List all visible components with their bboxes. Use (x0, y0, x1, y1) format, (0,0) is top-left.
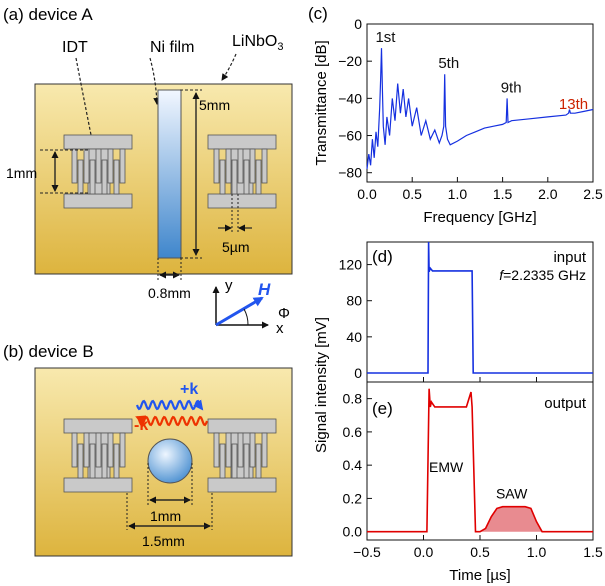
chart-c-ytick-label: −60 (338, 128, 362, 144)
dim-1mm-b-text: 1mm (150, 508, 181, 524)
chart-e-ytick-label: 0.0 (343, 524, 363, 540)
chart-c: (c) Transmittance [dB] Frequency [GHz] 0… (308, 4, 603, 226)
chart-e-ytick-label: 0.8 (343, 391, 363, 407)
chart-e-series (367, 388, 593, 533)
chart-e-xlabel: Time [µs] (449, 567, 510, 584)
chart-e-annotation: EMW (429, 459, 464, 475)
chart-e-xtick-label: −0.5 (353, 544, 381, 560)
chart-c-xtick-label: 2.5 (583, 186, 603, 202)
chart-e-output-label: output (544, 395, 587, 412)
chart-c-ytick-label: −40 (338, 90, 362, 106)
dim-5um-text: 5µm (222, 239, 250, 255)
chart-c-annotation: 5th (438, 55, 459, 72)
panel-d-label: (d) (372, 247, 393, 266)
dim-1mm-a-text: 1mm (6, 165, 37, 181)
chart-e-xtick-label: 1.5 (583, 544, 603, 560)
chart-e-ytick-label: 0.6 (343, 424, 363, 440)
label-plus-k: +k (180, 381, 198, 398)
panel-a-title: (a) device A (3, 5, 93, 24)
dim-15mm: 1.5mm (126, 493, 213, 549)
chart-d: (d) input f=2.2335 GHz 0 40 80 120 (339, 241, 594, 383)
axis-y-label: y (225, 277, 233, 294)
panel-e-label: (e) (372, 399, 393, 418)
label-linbo3: LiNbO3 (232, 33, 283, 53)
ni-disk (147, 438, 193, 484)
chart-c-ytick-label: −20 (338, 53, 362, 69)
label-minus-k: -k (134, 417, 148, 434)
chart-e-xtick-label: 1.0 (527, 544, 547, 560)
phi-label: Φ (278, 305, 290, 322)
idt-left (63, 134, 133, 209)
chart-d-input-label: input (553, 249, 586, 266)
dim-08mm-text: 0.8mm (148, 285, 191, 301)
chart-c-xtick-label: 0.5 (402, 186, 422, 202)
chart-c-annotation: 9th (501, 79, 522, 96)
chart-d-ytick-label: 120 (339, 257, 363, 273)
label-ni-film: Ni film (150, 39, 194, 56)
chart-d-ytick-label: 0 (354, 365, 362, 381)
chart-d-freq-note: f=2.2335 GHz (499, 267, 586, 283)
axes-inset: y x H Φ (212, 277, 290, 337)
saw-fill-region (480, 506, 543, 532)
chart-c-series (366, 48, 594, 170)
chart-c-ytick-label: −80 (338, 165, 362, 181)
dim-08mm: 0.8mm (148, 258, 191, 301)
h-field-label: H (258, 280, 271, 299)
chart-e-xtick-label: 0.5 (470, 544, 490, 560)
dim-5mm-text: 5mm (199, 97, 230, 113)
chart-d-ytick-label: 80 (346, 293, 362, 309)
chart-c-frame (366, 23, 594, 183)
chart-c-annotation: 1st (375, 29, 396, 46)
ni-film (157, 89, 182, 259)
chart-c-xtick-label: 2.0 (538, 186, 558, 202)
chart-e: (e) output Signal intensity [mV] Time [µ… (313, 317, 603, 584)
leader-linbo3 (221, 53, 237, 81)
chart-e-xtick-label: 0.0 (414, 544, 434, 560)
h-field-arrow (215, 296, 264, 327)
idt-right (207, 134, 277, 209)
chart-c-ylabel: Transmittance [dB] (313, 40, 330, 165)
chart-d-ytick-label: 40 (346, 329, 362, 345)
chart-e-ytick-label: 0.2 (343, 490, 363, 506)
chart-d-series (367, 241, 593, 374)
axis-x-label: x (276, 320, 284, 337)
chart-c-xtick-label: 0.0 (357, 186, 377, 202)
chart-c-ytick-label: 0 (354, 16, 362, 32)
dim-5mm: 5mm (180, 89, 230, 259)
chart-c-xtick-label: 1.0 (448, 186, 468, 202)
panel-b-title: (b) device B (3, 342, 94, 361)
dim-1mm-b: 1mm (147, 463, 193, 524)
chart-c-xlabel: Frequency [GHz] (423, 209, 536, 226)
panel-a: (a) device A IDT Ni film LiNbO3 (3, 5, 293, 337)
idt-left-b (63, 418, 133, 493)
dim-15mm-text: 1.5mm (142, 533, 185, 549)
chart-c-xtick-label: 1.5 (493, 186, 513, 202)
label-idt: IDT (62, 39, 88, 56)
dim-1mm-a: 1mm (6, 149, 90, 194)
chart-c-annotation: 13th (559, 96, 588, 113)
panel-b: (b) device B +k -k (3, 342, 293, 557)
chart-e-annotation: SAW (496, 485, 528, 501)
shared-ylabel: Signal intensity [mV] (313, 317, 330, 453)
wave-plus-k (135, 399, 204, 411)
leader-ni (149, 57, 161, 105)
dim-5um: 5µm (218, 194, 252, 255)
idt-right-b (207, 418, 277, 493)
panel-c-label: (c) (308, 4, 328, 23)
wave-minus-k (135, 415, 209, 427)
chart-e-ytick-label: 0.4 (343, 457, 363, 473)
